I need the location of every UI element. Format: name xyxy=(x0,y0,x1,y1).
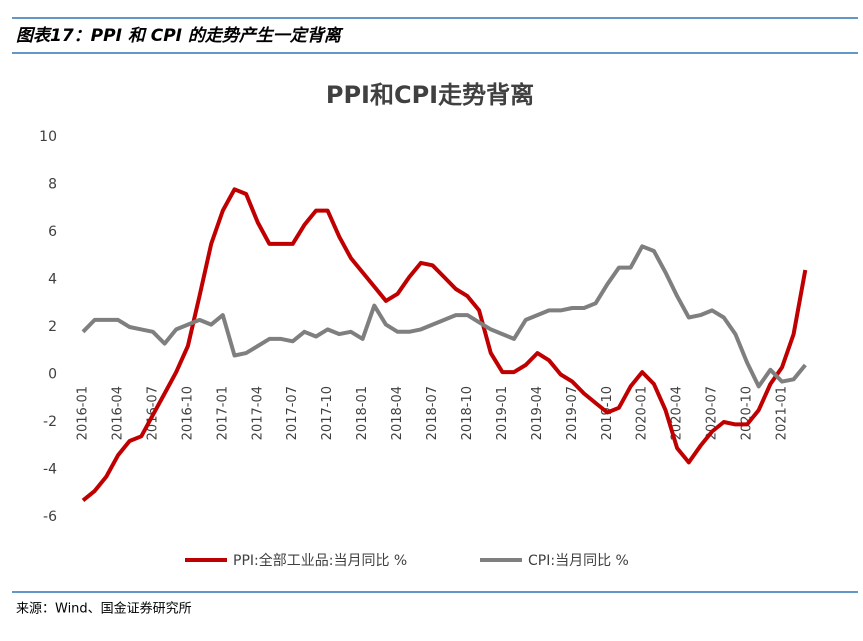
x-tick-label: 2016-10 xyxy=(180,386,195,440)
series-line xyxy=(81,244,807,389)
x-tick-label: 2021-01 xyxy=(775,386,790,440)
x-tick-label: 2017-01 xyxy=(215,386,230,440)
x-tick-label: 2017-07 xyxy=(285,386,300,440)
x-tick-label: 2018-04 xyxy=(390,386,405,440)
header-title: 图表17：PPI 和 CPI 的走势产生一定背离 xyxy=(16,26,344,46)
y-tick-label: -6 xyxy=(43,509,57,525)
x-tick-label: 2019-04 xyxy=(530,386,545,440)
x-tick-label: 2020-04 xyxy=(670,386,685,440)
legend-label: PPI:全部工业品:当月同比 % xyxy=(233,552,407,569)
y-tick-label: 4 xyxy=(48,272,57,288)
x-tick-label: 2017-10 xyxy=(320,386,335,440)
x-tick-label: 2018-10 xyxy=(460,386,475,440)
x-tick-label: 2019-01 xyxy=(495,386,510,440)
x-tick-label: 2020-10 xyxy=(740,386,755,440)
x-tick-label: 2016-01 xyxy=(76,386,91,440)
x-tick-label: 2020-01 xyxy=(635,386,650,440)
y-tick-label: 0 xyxy=(48,367,57,383)
series-line xyxy=(81,187,808,502)
chart-title: PPI和CPI走势背离 xyxy=(326,81,534,109)
y-tick-label: -4 xyxy=(43,462,57,478)
y-tick-label: 2 xyxy=(48,319,57,335)
y-tick-label: 8 xyxy=(48,177,57,193)
x-tick-label: 2017-04 xyxy=(250,386,265,440)
x-tick-label: 2018-07 xyxy=(425,386,440,440)
legend-label: CPI:当月同比 % xyxy=(528,553,629,569)
x-tick-label: 2018-01 xyxy=(355,386,370,440)
y-tick-label: -2 xyxy=(43,414,57,430)
y-tick-label: 10 xyxy=(39,129,57,145)
x-tick-label: 2016-04 xyxy=(110,386,125,440)
source: 来源：Wind、国金证券研究所 xyxy=(16,601,192,617)
x-tick-label: 2019-07 xyxy=(565,386,580,440)
y-tick-label: 6 xyxy=(48,224,57,240)
